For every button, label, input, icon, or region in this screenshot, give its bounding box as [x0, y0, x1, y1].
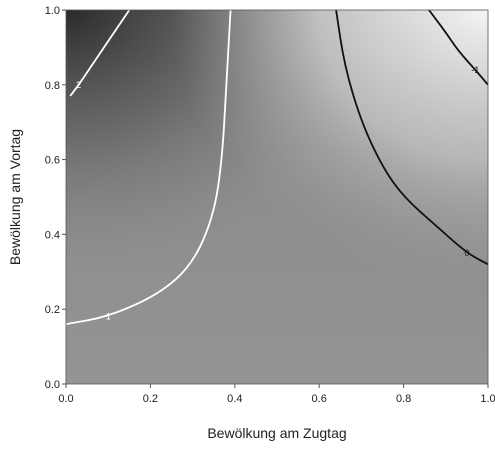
contour-line-3: [428, 10, 488, 86]
contour-label-3: -1: [471, 65, 479, 75]
contour-label-1: 1: [106, 312, 111, 322]
heatmap-bottom-region: [66, 10, 488, 384]
contour-line-1: [66, 10, 232, 326]
contour-line-0: [69, 10, 131, 97]
contour-lines: [66, 10, 488, 326]
plot-area: 2 1 0 -1: [66, 10, 488, 384]
y-tick-label: 0.2: [45, 304, 60, 316]
x-tick-label: 0.2: [143, 393, 158, 405]
x-axis-ticks: 0.0 0.2 0.4 0.6 0.8 1.0: [58, 384, 495, 405]
x-tick-label: 0.6: [312, 393, 327, 405]
x-tick-label: 0.8: [396, 393, 411, 405]
y-tick-label: 1.0: [45, 5, 60, 17]
contour-label-2: 0: [464, 248, 469, 258]
y-axis-ticks: 0.0 0.2 0.4 0.6 0.8 1.0: [45, 5, 66, 391]
y-tick-label: 0.6: [45, 155, 60, 167]
y-tick-label: 0.8: [45, 80, 60, 92]
y-tick-label: 0.4: [45, 229, 60, 241]
x-tick-label: 0.0: [58, 393, 73, 405]
plot-frame: [65, 9, 489, 385]
x-tick-label: 1.0: [480, 393, 495, 405]
contour-label-0: 2: [76, 80, 81, 90]
contour-labels: 2 1 0 -1: [76, 65, 479, 322]
contour-line-2: [335, 10, 488, 266]
y-tick-label: 0.0: [45, 379, 60, 391]
y-axis-title: Bewölkung am Vortag: [7, 129, 23, 265]
x-tick-label: 0.4: [227, 393, 242, 405]
x-axis-title: Bewölkung am Zugtag: [207, 425, 346, 441]
